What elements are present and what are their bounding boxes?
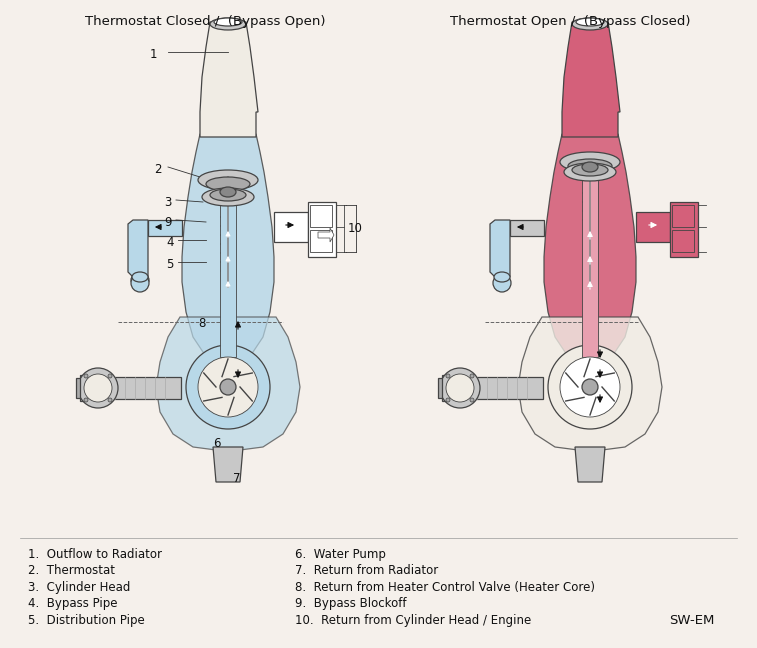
Text: Thermostat Closed /  (Bypass Open): Thermostat Closed / (Bypass Open) bbox=[85, 15, 326, 28]
Polygon shape bbox=[670, 202, 698, 257]
Ellipse shape bbox=[494, 272, 510, 282]
Text: 9.  Bypass Blockoff: 9. Bypass Blockoff bbox=[295, 597, 407, 610]
Ellipse shape bbox=[582, 162, 598, 172]
Circle shape bbox=[582, 379, 598, 395]
Circle shape bbox=[84, 374, 88, 378]
Polygon shape bbox=[490, 220, 510, 277]
Text: 4.  Bypass Pipe: 4. Bypass Pipe bbox=[28, 597, 117, 610]
Ellipse shape bbox=[576, 18, 604, 26]
Ellipse shape bbox=[78, 368, 118, 408]
Ellipse shape bbox=[198, 170, 258, 190]
Circle shape bbox=[446, 398, 450, 402]
Ellipse shape bbox=[572, 18, 608, 30]
Ellipse shape bbox=[206, 177, 250, 191]
Ellipse shape bbox=[446, 374, 474, 402]
Polygon shape bbox=[148, 220, 182, 236]
Text: 4: 4 bbox=[166, 236, 173, 249]
Circle shape bbox=[560, 357, 620, 417]
Circle shape bbox=[108, 374, 112, 378]
Polygon shape bbox=[200, 22, 258, 137]
Bar bbox=[672, 230, 694, 252]
Circle shape bbox=[108, 398, 112, 402]
Circle shape bbox=[131, 274, 149, 292]
Text: 10: 10 bbox=[348, 222, 363, 235]
Ellipse shape bbox=[210, 18, 246, 30]
Ellipse shape bbox=[214, 18, 242, 26]
Ellipse shape bbox=[202, 188, 254, 206]
Polygon shape bbox=[575, 447, 605, 482]
Text: 2: 2 bbox=[154, 163, 161, 176]
Bar bbox=[310, 230, 332, 252]
Ellipse shape bbox=[131, 273, 149, 287]
Text: SW-EM: SW-EM bbox=[670, 614, 715, 627]
Bar bbox=[442, 375, 460, 401]
Circle shape bbox=[548, 345, 632, 429]
Polygon shape bbox=[562, 22, 620, 137]
Bar bbox=[76, 378, 80, 398]
Ellipse shape bbox=[440, 368, 480, 408]
Polygon shape bbox=[636, 212, 670, 242]
Text: 5.  Distribution Pipe: 5. Distribution Pipe bbox=[28, 614, 145, 627]
Bar bbox=[582, 177, 598, 357]
Ellipse shape bbox=[210, 189, 246, 201]
Ellipse shape bbox=[572, 164, 608, 176]
Text: 8: 8 bbox=[198, 317, 205, 330]
Circle shape bbox=[84, 398, 88, 402]
Ellipse shape bbox=[564, 163, 616, 181]
Text: 5: 5 bbox=[166, 258, 173, 271]
Bar bbox=[438, 378, 442, 398]
Bar bbox=[220, 177, 236, 357]
Polygon shape bbox=[308, 202, 336, 257]
Text: 8.  Return from Heater Control Valve (Heater Core): 8. Return from Heater Control Valve (Hea… bbox=[295, 581, 595, 594]
Ellipse shape bbox=[560, 152, 620, 172]
Text: 6: 6 bbox=[213, 437, 220, 450]
Polygon shape bbox=[156, 317, 300, 450]
Circle shape bbox=[493, 274, 511, 292]
Circle shape bbox=[220, 379, 236, 395]
Circle shape bbox=[470, 398, 474, 402]
Text: 1.  Outflow to Radiator: 1. Outflow to Radiator bbox=[28, 548, 162, 561]
Text: 2.  Thermostat: 2. Thermostat bbox=[28, 564, 115, 577]
Text: 6.  Water Pump: 6. Water Pump bbox=[295, 548, 386, 561]
Circle shape bbox=[446, 374, 450, 378]
Circle shape bbox=[186, 345, 270, 429]
Text: 9: 9 bbox=[164, 216, 172, 229]
Ellipse shape bbox=[568, 159, 612, 173]
Text: 10.  Return from Cylinder Head / Engine: 10. Return from Cylinder Head / Engine bbox=[295, 614, 531, 627]
Polygon shape bbox=[544, 134, 636, 360]
Ellipse shape bbox=[220, 187, 236, 197]
Polygon shape bbox=[510, 220, 544, 236]
Bar bbox=[93, 377, 181, 399]
Text: 1: 1 bbox=[150, 48, 157, 61]
Text: 3: 3 bbox=[164, 196, 171, 209]
Bar bbox=[455, 377, 543, 399]
Bar bbox=[80, 375, 98, 401]
Polygon shape bbox=[318, 228, 334, 242]
Text: 7.  Return from Radiator: 7. Return from Radiator bbox=[295, 564, 438, 577]
Ellipse shape bbox=[84, 374, 112, 402]
Bar bbox=[672, 205, 694, 227]
Polygon shape bbox=[274, 212, 308, 242]
Text: 7: 7 bbox=[233, 472, 241, 485]
Ellipse shape bbox=[132, 272, 148, 282]
Bar bbox=[310, 205, 332, 227]
Circle shape bbox=[470, 374, 474, 378]
Circle shape bbox=[198, 357, 258, 417]
Text: Thermostat Open /  (Bypass Closed): Thermostat Open / (Bypass Closed) bbox=[450, 15, 690, 28]
Polygon shape bbox=[128, 220, 148, 277]
Polygon shape bbox=[518, 317, 662, 450]
Polygon shape bbox=[213, 447, 243, 482]
Polygon shape bbox=[182, 134, 274, 360]
Text: 3.  Cylinder Head: 3. Cylinder Head bbox=[28, 581, 130, 594]
